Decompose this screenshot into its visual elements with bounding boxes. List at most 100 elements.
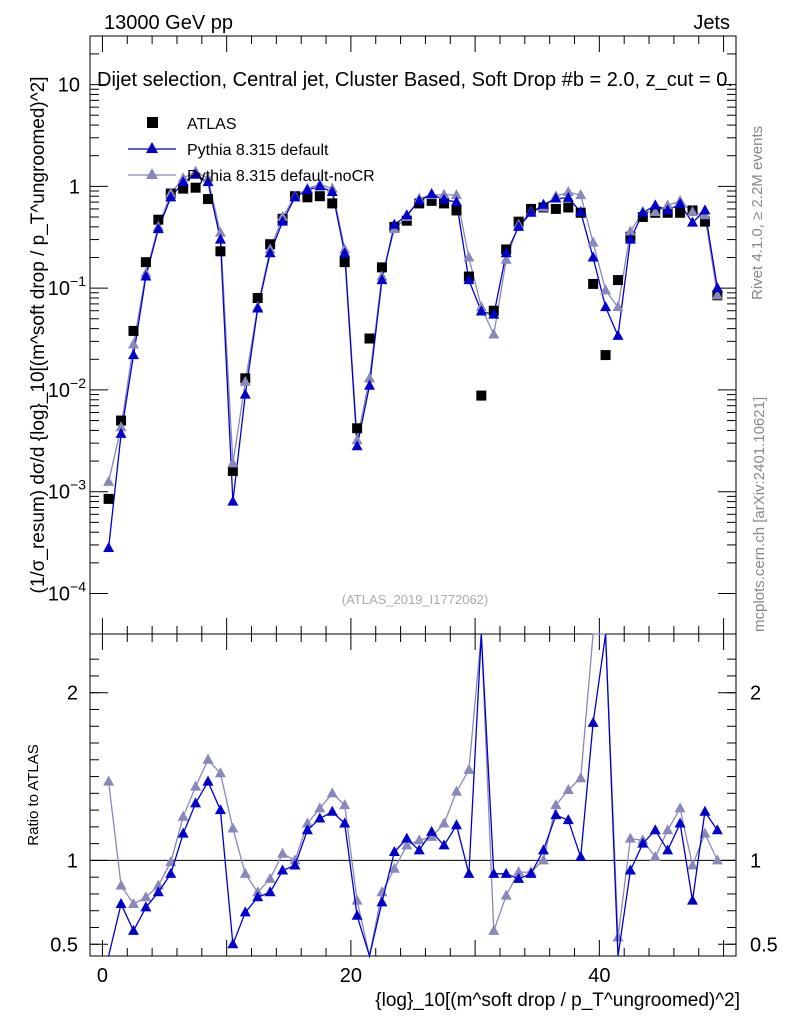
- mc-data-point: [699, 204, 711, 215]
- ratio-data-point: [351, 909, 363, 920]
- mc-data-point: [202, 176, 214, 187]
- ratio-data-point: [376, 886, 388, 897]
- main-y-tick-label: 10−2: [48, 375, 86, 402]
- atlas-data-point: [227, 465, 238, 476]
- mc-data-point: [127, 338, 139, 349]
- mc-data-point: [227, 457, 239, 468]
- mc-data-point: [711, 282, 723, 293]
- legend-marker-atlas: [147, 117, 158, 128]
- ratio-series-line: [107, 633, 718, 959]
- atlas-data-point: [637, 211, 648, 222]
- ratio-data-point: [662, 824, 674, 835]
- atlas-data-point: [600, 350, 611, 361]
- analysis-label: (ATLAS_2019_I1772062): [342, 592, 488, 607]
- mc-data-point: [649, 199, 661, 210]
- ratio-data-point: [637, 837, 649, 848]
- ratio-data-point: [488, 924, 500, 935]
- ratio-data-point: [550, 799, 562, 810]
- atlas-data-point: [426, 195, 437, 206]
- ratio-data-point: [227, 938, 239, 949]
- mc-data-point: [562, 186, 574, 197]
- mc-data-point: [612, 329, 624, 340]
- mc-data-point: [227, 495, 239, 506]
- ratio-data-point: [103, 775, 115, 786]
- ratio-data-point: [711, 854, 723, 865]
- mc-data-point: [339, 247, 351, 258]
- mc-data-point: [562, 191, 574, 202]
- mc-data-point: [649, 205, 661, 216]
- atlas-data-point: [476, 390, 487, 401]
- ratio-data-point: [488, 867, 500, 878]
- legend: ATLAS Pythia 8.315 default Pythia 8.315 …: [128, 116, 375, 185]
- main-series-line: [107, 174, 719, 549]
- ratio-data-point: [513, 866, 525, 877]
- ratio-data-point: [339, 799, 351, 810]
- ratio-data-point: [202, 775, 214, 786]
- mc-data-point: [600, 284, 612, 295]
- mc-data-point: [376, 274, 388, 285]
- ratio-data-point: [314, 802, 326, 813]
- mc-data-point: [388, 218, 400, 229]
- ratio-data-point: [301, 824, 313, 835]
- ratio-data-point: [214, 804, 226, 815]
- ratio-data-point: [214, 767, 226, 778]
- mc-data-point: [674, 198, 686, 209]
- ratio-y-tick-label-right: 0.5: [750, 934, 778, 956]
- mc-data-point: [575, 205, 587, 216]
- ratio-data-point: [401, 839, 413, 850]
- mc-data-point: [177, 176, 189, 187]
- ratio-data-point: [450, 819, 462, 830]
- mc-data-point: [500, 253, 512, 264]
- atlas-data-point: [612, 275, 623, 286]
- mc-data-point: [140, 270, 152, 281]
- atlas-data-point: [190, 182, 201, 193]
- atlas-data-point: [675, 207, 686, 218]
- mc-data-point: [463, 274, 475, 285]
- atlas-data-point: [128, 325, 139, 336]
- atlas-data-point: [153, 214, 164, 225]
- mc-data-point: [637, 206, 649, 217]
- ratio-data-point: [252, 886, 264, 897]
- x-axis-label: {log}_10[(m^soft drop / p_T^ungroomed)^2…: [375, 990, 740, 1011]
- ratio-data-point: [537, 844, 549, 855]
- ratio-data-point: [537, 854, 549, 865]
- mc-data-point: [450, 196, 462, 207]
- main-axis-ticks: 10−4 10−3 10−2 10−1 1 10: [48, 35, 736, 634]
- mc-data-point: [488, 308, 500, 319]
- ratio-data-point: [413, 844, 425, 855]
- main-y-tick-label: 1: [69, 176, 80, 198]
- ratio-data-point: [562, 814, 574, 825]
- ratio-data-point: [127, 924, 139, 935]
- mc-data-point: [550, 192, 562, 203]
- ratio-data-point: [450, 785, 462, 796]
- legend-marker-pythia-default: [146, 142, 158, 153]
- atlas-data-point: [203, 194, 214, 205]
- ratio-data-point: [674, 817, 686, 828]
- ratio-y-tick-label-right: 2: [750, 683, 761, 705]
- ratio-data-point: [177, 810, 189, 821]
- ratio-data-point: [649, 851, 661, 862]
- ratio-data-point: [649, 824, 661, 835]
- ratio-y-tick-label: 1: [67, 850, 78, 872]
- x-tick-label: 0: [97, 965, 108, 987]
- ratio-data-point: [202, 753, 214, 764]
- mc-data-point: [152, 223, 164, 234]
- mc-data-point: [127, 349, 139, 360]
- mc-data-point: [438, 193, 450, 204]
- ratio-data-point: [177, 827, 189, 838]
- energy-label: 13000 GeV pp: [104, 12, 233, 34]
- mc-data-point: [214, 226, 226, 237]
- atlas-data-point: [550, 203, 561, 214]
- ratio-data-point: [550, 809, 562, 820]
- atlas-data-point: [376, 262, 387, 273]
- ratio-data-point: [264, 872, 276, 883]
- ratio-data-point: [351, 894, 363, 905]
- mc-data-point: [239, 375, 251, 386]
- rivet-label: Rivet 4.1.0, ≥ 2.2M events: [749, 126, 766, 300]
- ratio-plot-panel: 0.5 0.51 12 20 20 40 Ratio to ATLAS {log}_10[…: [25, 633, 778, 1011]
- ratio-data-point: [289, 859, 301, 870]
- mc-data-point: [624, 233, 636, 244]
- mc-data-point: [600, 301, 612, 312]
- ratio-axis-ticks: 0.5 0.51 12 20 20 40: [50, 634, 778, 987]
- ratio-data-point: [127, 898, 139, 909]
